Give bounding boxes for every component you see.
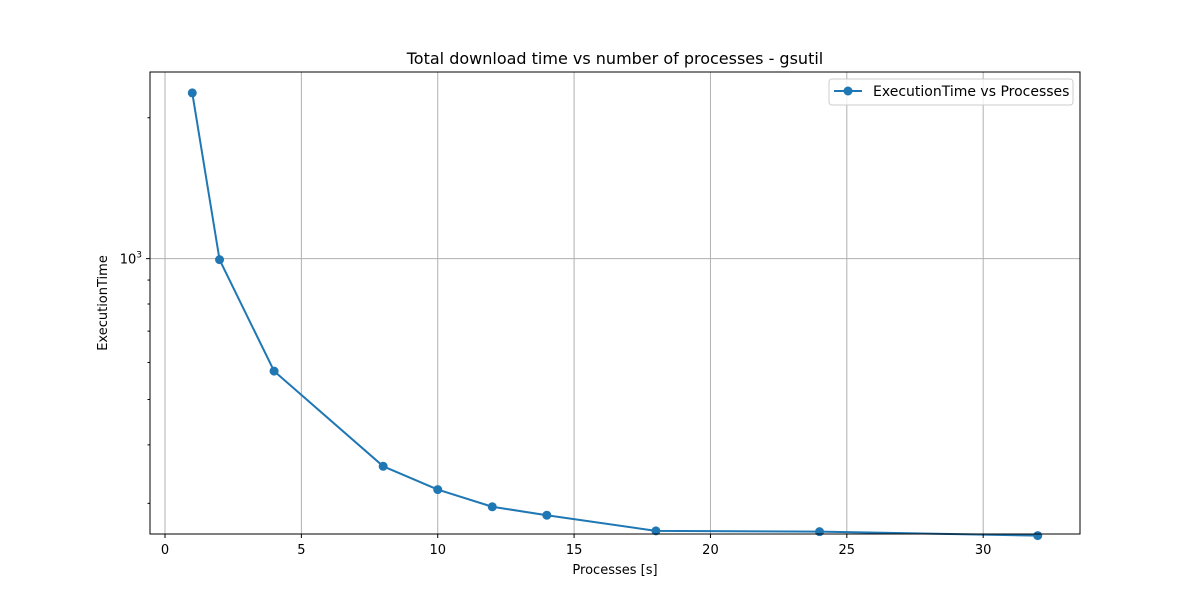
series-line	[191, 92, 1038, 537]
x-axis: 0 5 10 15 20 25 30	[161, 534, 992, 558]
data-point	[1033, 531, 1043, 541]
data-point	[187, 88, 197, 98]
data-point	[542, 510, 552, 520]
data-point	[487, 502, 497, 512]
series-layer	[187, 88, 1043, 541]
data-point	[378, 461, 388, 471]
data-point	[215, 255, 225, 265]
x-axis-label: Processes [s]	[572, 563, 657, 578]
data-point	[651, 526, 661, 536]
x-tick-label: 10	[429, 543, 446, 558]
chart-title: Total download time vs number of process…	[406, 49, 823, 68]
legend-marker-swatch	[843, 86, 853, 96]
x-tick-label: 25	[839, 543, 856, 558]
legend-label: ExecutionTime vs Processes	[873, 84, 1069, 100]
x-tick-label: 0	[161, 543, 169, 558]
data-point	[433, 485, 443, 495]
y-tick-label: 103	[120, 251, 142, 268]
x-tick-label: 30	[975, 543, 992, 558]
x-tick-label: 20	[702, 543, 719, 558]
x-tick-label: 15	[566, 543, 583, 558]
y-axis-label: ExecutionTime	[96, 255, 111, 351]
legend-box	[828, 78, 1074, 106]
data-point	[815, 527, 825, 537]
data-point	[269, 366, 279, 376]
y-axis: 103	[120, 117, 150, 504]
legend: ExecutionTime vs Processes	[828, 78, 1074, 106]
plot-frame	[149, 71, 1081, 535]
x-tick-label: 5	[297, 543, 305, 558]
grid	[150, 72, 1080, 534]
